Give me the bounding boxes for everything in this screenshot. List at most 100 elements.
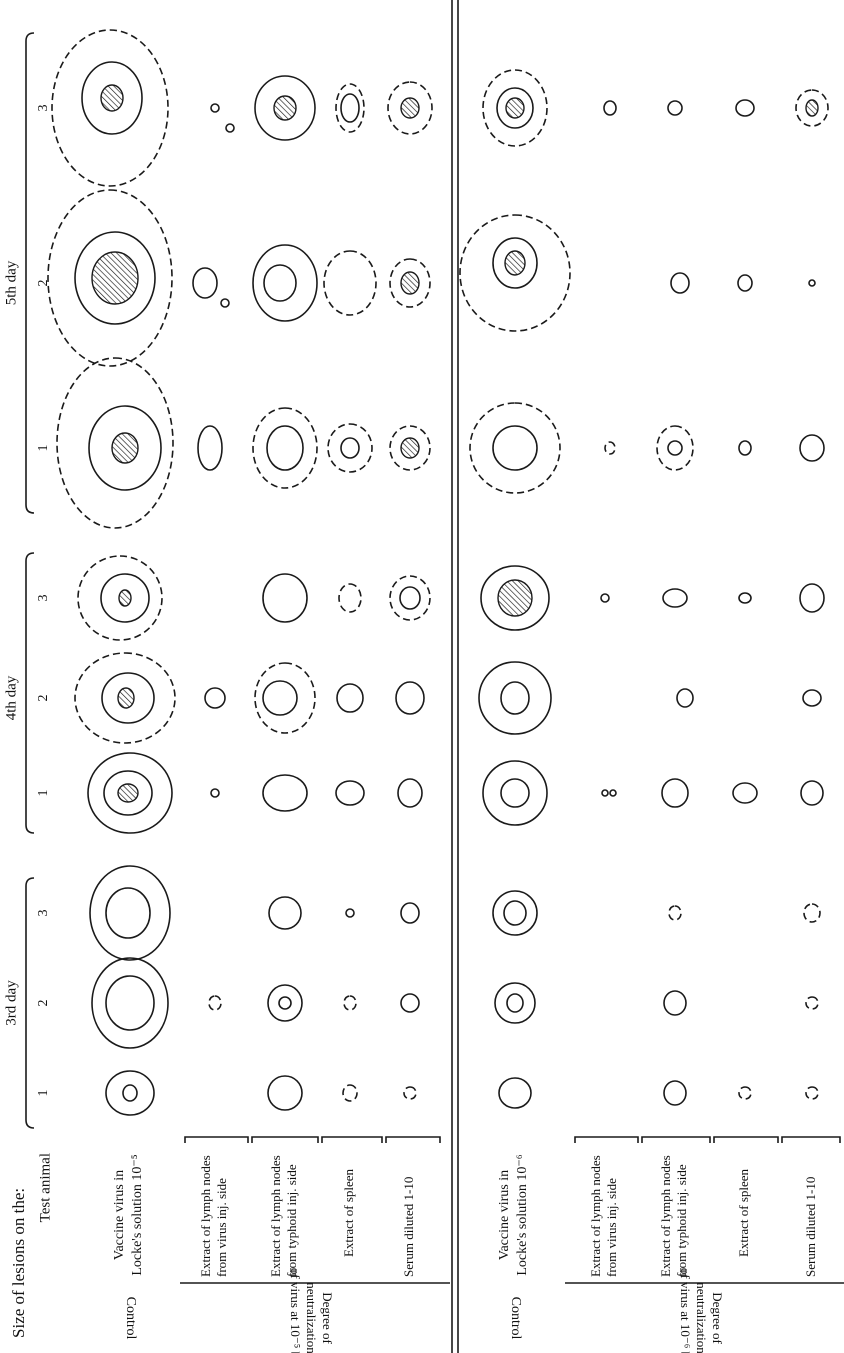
column-number: 2 — [36, 695, 51, 702]
lesion — [805, 1086, 819, 1100]
label-line: of virus at 10⁻⁵ by: — [288, 1268, 303, 1353]
lesion — [738, 592, 752, 604]
label-line: Degree of — [320, 1292, 335, 1344]
lesion — [661, 778, 689, 808]
row-label: Vaccine virus in — [497, 1170, 512, 1260]
row-brackets — [184, 1136, 441, 1143]
lesion — [395, 681, 425, 715]
lesion — [91, 251, 139, 305]
row-label: from virus inj. side — [214, 1178, 229, 1277]
lesion — [192, 267, 218, 299]
day-label: 3rd day — [3, 980, 19, 1026]
lesion — [498, 1077, 532, 1109]
lesion — [492, 425, 538, 471]
row-label: from typhoid inj. side — [674, 1164, 689, 1277]
lesion — [799, 583, 825, 613]
column-number: 1 — [36, 1090, 51, 1097]
lesion — [343, 995, 357, 1011]
lesion — [738, 440, 752, 456]
lesion — [492, 237, 538, 289]
lesion — [273, 95, 297, 121]
lesion — [799, 434, 825, 462]
lesion — [505, 97, 525, 119]
lesion — [737, 274, 753, 292]
row-label: Serum diluted 1-10 — [401, 1177, 416, 1277]
lesion — [795, 89, 829, 127]
lesion — [399, 586, 421, 610]
lesion — [482, 760, 548, 826]
lesion — [266, 425, 304, 471]
lesion — [400, 437, 420, 459]
day-bracket — [25, 32, 35, 514]
lesion — [268, 896, 302, 930]
day-bracket — [25, 552, 35, 834]
group-label: Control — [508, 1297, 523, 1340]
lesion — [656, 425, 694, 471]
lesion — [503, 900, 527, 926]
lesion — [389, 425, 431, 471]
lesion — [327, 423, 373, 473]
lesion — [482, 69, 548, 147]
label-line: Degree of — [710, 1292, 725, 1344]
lesion — [480, 565, 550, 631]
lesion — [808, 279, 816, 287]
row-header: Test animal — [37, 1153, 53, 1222]
lesion — [252, 244, 318, 322]
label-line: neutralization — [304, 1282, 319, 1353]
lesion — [400, 902, 420, 924]
neutralization-label: Degree of neutralization of virus at 10⁻… — [678, 1268, 725, 1353]
lesion — [105, 887, 151, 939]
lesion — [497, 579, 533, 617]
column-number: 3 — [36, 910, 51, 917]
row-label: Extract of lymph nodes — [268, 1155, 283, 1277]
lesion — [105, 975, 155, 1031]
lesion — [117, 687, 135, 709]
lesion — [735, 99, 755, 117]
lesion — [267, 1075, 303, 1111]
column-number: 2 — [36, 1000, 51, 1007]
row-label: Extract of lymph nodes — [658, 1155, 673, 1277]
lesion — [676, 688, 694, 708]
lesion — [802, 689, 822, 707]
lesion — [122, 1084, 138, 1102]
lesion — [262, 774, 308, 812]
lesion — [254, 75, 316, 141]
lesion — [803, 903, 821, 923]
lesion — [800, 780, 824, 806]
lesion — [101, 672, 155, 724]
lesion — [603, 100, 617, 116]
neutralization-label: Degree of neutralization of virus at 10⁻… — [288, 1268, 335, 1353]
lesion — [56, 357, 174, 529]
lesion — [400, 97, 420, 119]
lesion — [403, 1086, 417, 1100]
lesion — [663, 990, 687, 1016]
lesion — [335, 83, 365, 133]
lesion — [197, 425, 223, 471]
lesion — [74, 231, 156, 325]
lesion — [88, 405, 162, 491]
column-number: 1 — [36, 790, 51, 797]
lesion — [267, 984, 303, 1022]
lesion — [210, 103, 220, 113]
lesion — [103, 770, 153, 816]
lesion — [252, 407, 318, 489]
lesion — [51, 29, 169, 187]
lesion — [459, 214, 571, 332]
lesion — [600, 593, 610, 603]
lesion — [225, 123, 235, 133]
table: Size of lesions on the: Test animal 3rd … — [3, 0, 844, 1353]
lesion — [805, 996, 819, 1010]
lesion — [506, 993, 524, 1013]
row-label: Serum diluted 1-10 — [803, 1177, 818, 1277]
lesion — [389, 258, 431, 308]
lesion — [338, 583, 362, 613]
lesion — [494, 982, 536, 1024]
lesion — [738, 1086, 752, 1100]
day-bracket — [25, 877, 35, 1129]
lesion — [342, 1084, 358, 1102]
lesion — [667, 440, 683, 456]
day-label: 4th day — [3, 675, 19, 720]
lesion — [81, 61, 143, 135]
lesion — [601, 789, 609, 797]
